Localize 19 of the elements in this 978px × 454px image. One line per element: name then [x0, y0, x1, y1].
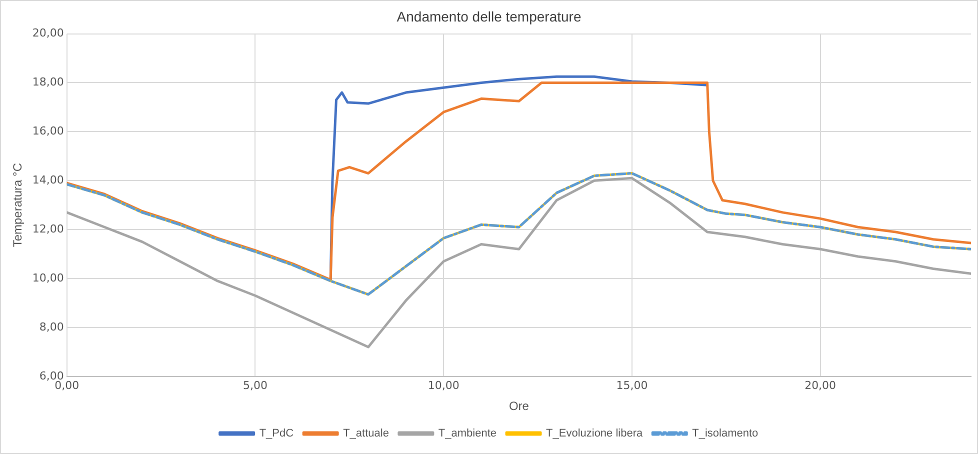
legend-label: T_Evoluzione libera — [546, 428, 644, 440]
y-axis-title: Temperatura °C — [10, 162, 25, 248]
x-axis-title: Ore — [508, 399, 530, 414]
y-tick-label: 16,00 — [32, 124, 64, 138]
legend-label: T_PdC — [259, 428, 294, 440]
x-tick-label: 15,00 — [616, 378, 648, 392]
legend-label: T_attuale — [343, 428, 389, 440]
y-tick-label: 18,00 — [32, 76, 64, 89]
y-tick-label: 20,00 — [32, 26, 64, 40]
x-tick-label: 5,00 — [242, 378, 268, 392]
x-tick-label: 10,00 — [428, 378, 460, 392]
y-tick-label: 14,00 — [32, 173, 64, 186]
y-tick-label: 8,00 — [39, 320, 64, 334]
chart-title: Andamento delle temperature — [396, 8, 582, 24]
y-tick-label: 10,00 — [32, 271, 64, 284]
y-tick-label: 12,00 — [32, 222, 64, 236]
legend-label: T_ambiente — [438, 428, 497, 440]
x-tick-label: 20,00 — [804, 378, 836, 392]
legend-label: T_isolamento — [692, 428, 758, 440]
